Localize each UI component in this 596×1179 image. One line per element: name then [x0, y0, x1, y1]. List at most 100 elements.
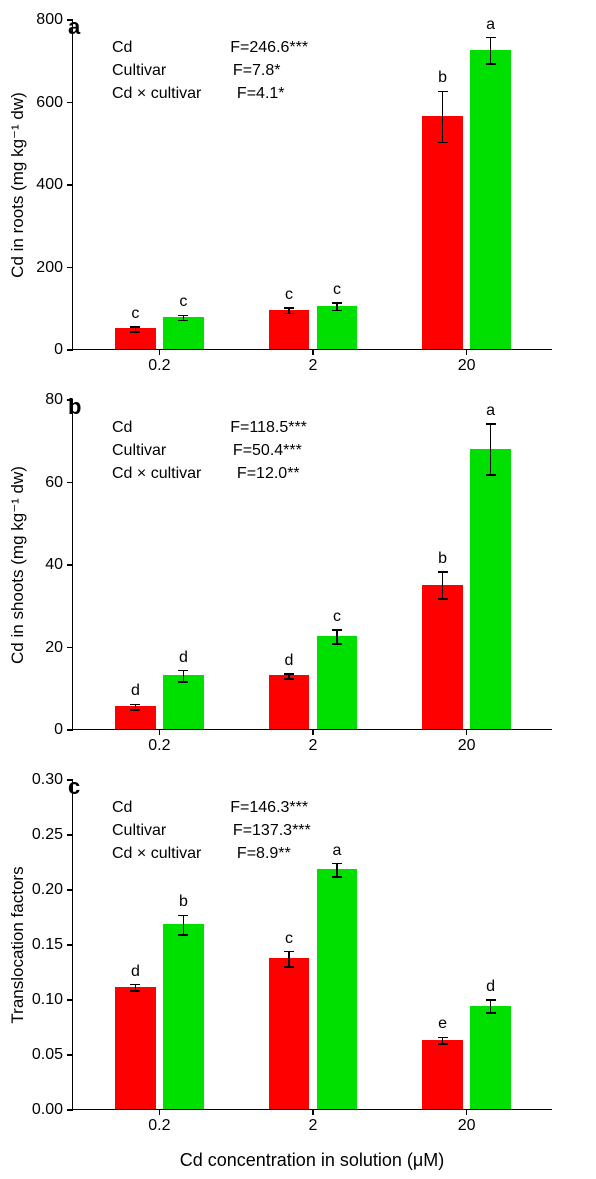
ytick-label: 60 — [45, 474, 63, 492]
error-cap — [486, 474, 496, 476]
ytick-label: 0.30 — [32, 771, 63, 789]
ytick-label: 600 — [36, 94, 63, 112]
significance-letter: c — [131, 305, 139, 323]
error-cap — [178, 320, 188, 322]
error-cap — [438, 142, 448, 144]
x-axis-label: Cd concentration in solution (μM) — [180, 1150, 445, 1171]
ytick-mark — [67, 999, 73, 1001]
xtick-label: 2 — [309, 737, 318, 755]
error-cap — [178, 315, 188, 317]
error-cap — [332, 302, 342, 304]
bar-red — [422, 1040, 463, 1109]
bar-green — [163, 317, 204, 349]
ytick-mark — [67, 349, 73, 351]
significance-letter: c — [333, 608, 341, 626]
bar-red — [115, 987, 156, 1109]
ytick-mark — [67, 729, 73, 731]
error-cap — [284, 673, 294, 675]
ytick-label: 0.25 — [32, 826, 63, 844]
error-cap — [438, 1037, 448, 1039]
error-cap — [486, 1012, 496, 1014]
error-cap — [332, 643, 342, 645]
y-axis-label: Cd in roots (mg kg⁻¹ dw) — [8, 92, 28, 278]
panel-c: 0.000.050.100.150.200.250.300.2220dbcaed… — [72, 780, 552, 1110]
error-bar — [490, 38, 492, 64]
significance-letter: d — [486, 978, 495, 996]
panel-b: 0204060800.2220dddcbaCd in shoots (mg kg… — [72, 400, 552, 730]
error-cap — [332, 310, 342, 312]
error-bar — [442, 91, 444, 142]
ytick-label: 0.20 — [32, 881, 63, 899]
bar-red — [422, 116, 463, 349]
error-cap — [332, 629, 342, 631]
error-cap — [130, 331, 140, 333]
panel-a: 02004006008000.2220ccccbaCd in roots (mg… — [72, 20, 552, 350]
anova-stats: Cd F=146.3*** Cultivar F=137.3*** Cd × c… — [112, 796, 311, 866]
ytick-mark — [67, 834, 73, 836]
bar-red — [422, 585, 463, 729]
ytick-mark — [67, 102, 73, 104]
bar-red — [269, 958, 310, 1109]
error-cap — [332, 863, 342, 865]
error-bar — [336, 630, 338, 644]
significance-letter: b — [438, 69, 447, 87]
panel-letter: a — [68, 14, 80, 40]
significance-letter: b — [179, 893, 188, 911]
anova-stats: Cd F=246.6*** Cultivar F=7.8* Cd × culti… — [112, 36, 308, 106]
xtick-mark — [466, 1109, 468, 1115]
significance-letter: b — [438, 550, 447, 568]
ytick-mark — [67, 564, 73, 566]
bar-green — [317, 636, 358, 729]
bar-green — [470, 1006, 511, 1109]
xtick-mark — [312, 729, 314, 735]
significance-letter: c — [179, 293, 187, 311]
xtick-label: 0.2 — [148, 1117, 170, 1135]
xtick-mark — [466, 349, 468, 355]
error-cap — [284, 678, 294, 680]
xtick-mark — [466, 729, 468, 735]
error-cap — [284, 966, 294, 968]
significance-letter: d — [131, 682, 140, 700]
xtick-label: 20 — [458, 1117, 476, 1135]
ytick-mark — [67, 944, 73, 946]
bar-green — [317, 869, 358, 1109]
error-bar — [288, 952, 290, 967]
anova-stats: Cd F=118.5*** Cultivar F=50.4*** Cd × cu… — [112, 416, 307, 486]
significance-letter: c — [285, 930, 293, 948]
xtick-mark — [159, 729, 161, 735]
bar-green — [470, 449, 511, 730]
error-cap — [438, 571, 448, 573]
error-cap — [178, 681, 188, 683]
error-cap — [486, 37, 496, 39]
ytick-label: 40 — [45, 556, 63, 574]
xtick-label: 2 — [309, 357, 318, 375]
error-cap — [486, 63, 496, 65]
ytick-label: 0 — [54, 341, 63, 359]
figure-container: 02004006008000.2220ccccbaCd in roots (mg… — [0, 0, 596, 1179]
significance-letter: c — [285, 286, 293, 304]
bar-red — [269, 310, 310, 349]
ytick-mark — [67, 482, 73, 484]
panel-letter: c — [68, 774, 80, 800]
error-cap — [130, 704, 140, 706]
ytick-label: 80 — [45, 391, 63, 409]
error-bar — [442, 572, 444, 599]
error-cap — [332, 876, 342, 878]
ytick-label: 0 — [54, 721, 63, 739]
error-bar — [490, 424, 492, 475]
xtick-mark — [159, 1109, 161, 1115]
ytick-mark — [67, 647, 73, 649]
error-cap — [438, 91, 448, 93]
error-cap — [130, 709, 140, 711]
error-cap — [178, 934, 188, 936]
bar-green — [317, 306, 358, 349]
panel-letter: b — [68, 394, 81, 420]
error-cap — [284, 951, 294, 953]
ytick-label: 0.15 — [32, 936, 63, 954]
bar-green — [163, 675, 204, 729]
xtick-mark — [312, 349, 314, 355]
significance-letter: d — [179, 649, 188, 667]
xtick-mark — [312, 1109, 314, 1115]
ytick-label: 0.10 — [32, 991, 63, 1009]
significance-letter: d — [285, 652, 294, 670]
